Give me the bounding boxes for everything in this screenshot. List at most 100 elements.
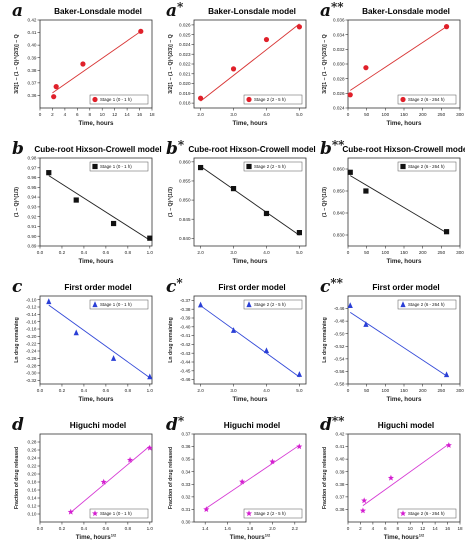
y-tick-label: 0.025 [179, 32, 191, 37]
y-tick-label: 0.40 [336, 457, 345, 462]
data-point [230, 186, 237, 192]
x-tick-label: 100 [381, 250, 389, 255]
x-tick-label: 200 [419, 388, 427, 393]
data-point [230, 327, 237, 333]
y-axis-label: (1 − Q)^(1/3) [322, 187, 328, 217]
x-tick-label: 2 [51, 112, 54, 117]
y-tick-label: 0.90 [28, 234, 37, 239]
legend: Stage 2 (2 - 5 h) [243, 161, 303, 172]
data-point [127, 456, 134, 463]
x-tick-label: 6 [384, 526, 387, 531]
y-tick-label: 0.840 [333, 211, 345, 216]
y-tick-label: 0.030 [333, 62, 345, 67]
y-tick-label: 0.37 [28, 80, 37, 85]
legend: Stage 1 (0 - 1 h) [89, 161, 149, 172]
x-tick-label: 150 [400, 250, 408, 255]
data-point [296, 24, 303, 30]
plot-frame [39, 19, 153, 109]
data-point [263, 36, 270, 43]
panel-letter: b* [166, 138, 185, 159]
x-tick-label: 300 [456, 250, 464, 255]
chart-title: First order model [218, 283, 285, 292]
x-tick-label: 16 [137, 112, 143, 117]
y-tick-label: 0.830 [333, 233, 345, 238]
chart-panel-css: c** First order model 0 50 100 150 200 250 300 -0… [320, 276, 464, 403]
legend-label: Stage 2 (2 - 5 h) [254, 164, 286, 169]
y-tick-label: 0.860 [333, 167, 345, 172]
y-tick-label: -0.45 [180, 368, 191, 373]
legend-label: Stage 2 (2 - 5 h) [254, 511, 286, 516]
y-tick-label: 0.850 [179, 198, 191, 203]
y-tick-label: 0.022 [179, 62, 191, 67]
chart-title: Cube-root Hixson-Crowell model [34, 145, 161, 154]
x-tick-label: 3.0 [230, 112, 237, 117]
data-point [73, 197, 79, 203]
x-tick-label: 0 [347, 250, 350, 255]
y-tick-label: 0.019 [179, 91, 191, 96]
x-tick-label: 0.6 [103, 526, 110, 531]
y-tick-label: 0.94 [28, 195, 37, 200]
data-point [361, 497, 368, 504]
legend-marker [92, 96, 98, 103]
data-point [147, 373, 153, 380]
y-tick-label: -0.54 [334, 356, 345, 361]
y-tick-label: -0.37 [180, 298, 191, 303]
data-point [239, 478, 246, 485]
x-tick-label: 50 [364, 388, 370, 393]
data-point [269, 458, 276, 465]
chart-panel-cs: c* First order model 2.0 3.0 4.0 5.0 -0.46 -0.4… [166, 276, 307, 403]
x-tick-label: 18 [149, 112, 155, 117]
x-tick-label: 0.2 [59, 526, 66, 531]
x-tick-label: 0.2 [59, 388, 66, 393]
fit-line [349, 26, 447, 91]
y-tick-label: 0.845 [179, 217, 191, 222]
y-tick-label: 0.36 [182, 444, 191, 449]
chart-panel-as: a* Baker-Lonsdale model 2.0 3.0 4.0 5.0 0.018 0… [166, 0, 307, 127]
data-point [363, 65, 369, 71]
y-tick-label: -0.50 [334, 331, 345, 336]
legend-label: Stage 1 (0 - 1 h) [100, 164, 132, 169]
legend-box [397, 161, 457, 172]
y-tick-label: -0.18 [26, 327, 37, 332]
fit-line [350, 175, 447, 234]
fit-line [52, 29, 143, 94]
data-point [197, 301, 204, 308]
x-tick-label: 10 [100, 112, 106, 117]
y-tick-label: -0.41 [180, 333, 191, 338]
data-point [197, 164, 204, 171]
fit-line [70, 445, 151, 513]
legend-box [397, 508, 457, 519]
x-tick-label: 50 [364, 250, 370, 255]
x-tick-label: 4 [64, 112, 67, 117]
chart-title: Cube-root Hixson-Crowell model [188, 145, 315, 154]
legend-label: Stage 2 (2 - 5 h) [254, 302, 286, 307]
y-tick-label: -0.38 [180, 307, 191, 312]
y-tick-label: -0.20 [26, 334, 37, 339]
panel-letter: c* [166, 276, 183, 297]
y-tick-label: -0.42 [180, 342, 191, 347]
data-point [359, 507, 366, 514]
x-tick-label: 2.0 [269, 526, 276, 531]
data-point [445, 442, 452, 448]
x-tick-label: 0.4 [81, 388, 88, 393]
x-tick-label: 12 [420, 526, 426, 531]
legend-label: Stage 2 (6 - 264 h) [408, 511, 445, 516]
y-tick-label: 0.93 [28, 204, 37, 209]
plot-frame [39, 433, 153, 523]
x-tick-label: 0.4 [81, 250, 88, 255]
y-axis-label: Ln drug remaining [168, 317, 174, 363]
data-point [387, 474, 394, 481]
x-tick-label: 200 [419, 250, 427, 255]
chart-title: Baker-Lonsdale model [54, 7, 142, 16]
y-tick-label: 0.034 [333, 32, 345, 37]
x-axis-label: Time, hours [233, 396, 269, 403]
panel-letter: c** [320, 276, 344, 297]
data-point [296, 230, 303, 236]
fit-line [48, 304, 151, 379]
plot-frame [39, 157, 153, 247]
y-tick-label: 0.020 [179, 81, 191, 86]
data-point [443, 371, 450, 378]
x-axis-label: Time, hours [233, 258, 269, 265]
